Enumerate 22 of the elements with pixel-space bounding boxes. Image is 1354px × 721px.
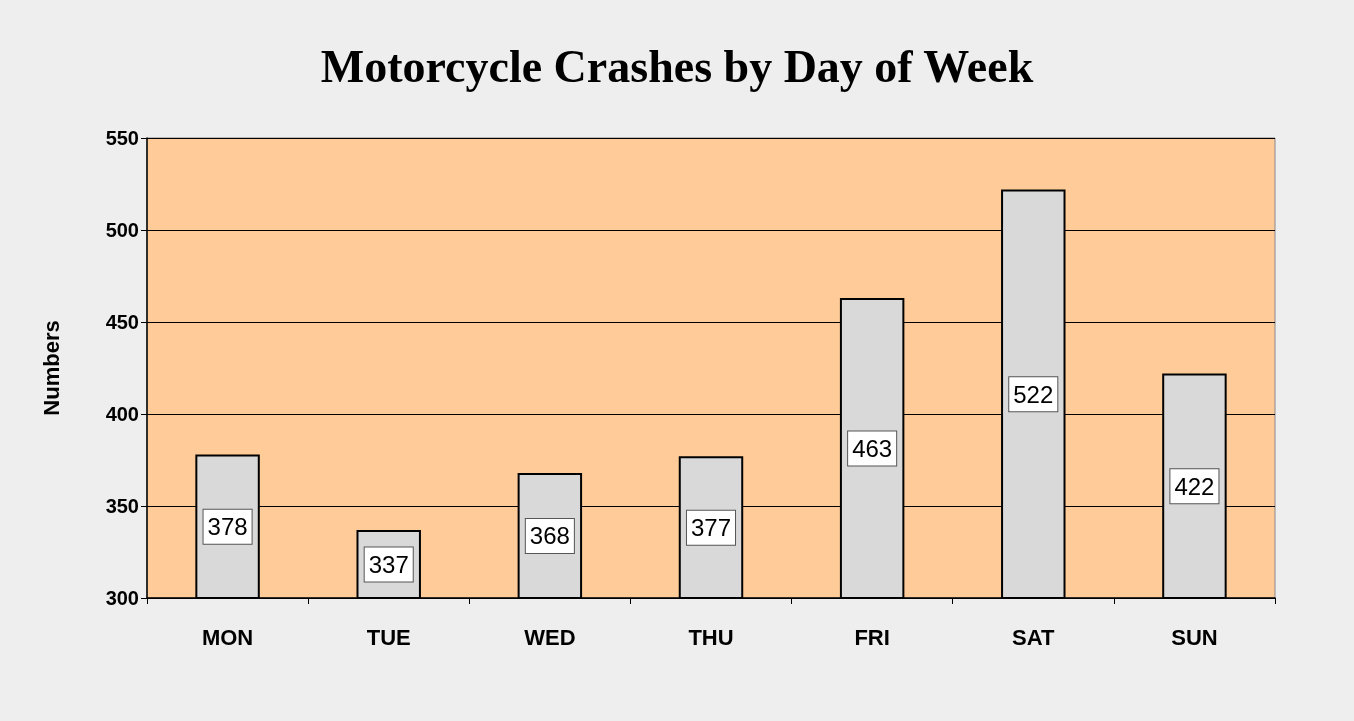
data-label: 463 xyxy=(852,435,893,463)
data-label: 337 xyxy=(368,550,409,578)
y-tick-label: 350 xyxy=(105,495,139,517)
y-tick-label: 450 xyxy=(105,311,139,333)
data-label: 522 xyxy=(1013,380,1054,408)
x-tick-label: THU xyxy=(688,624,734,650)
chart-title: Motorcycle Crashes by Day of Week xyxy=(320,40,1034,92)
x-tick-label: SUN xyxy=(1171,624,1218,650)
data-label: 422 xyxy=(1174,472,1215,500)
y-tick-label: 400 xyxy=(105,403,139,425)
x-tick-label: MON xyxy=(201,624,254,650)
y-tick-label: 300 xyxy=(105,587,139,609)
data-label: 378 xyxy=(207,513,248,541)
y-tick-label: 500 xyxy=(105,219,139,241)
x-tick-label: TUE xyxy=(366,624,411,650)
x-tick-label: WED xyxy=(524,624,576,650)
y-tick-label: 550 xyxy=(105,127,139,149)
x-tick-label: SAT xyxy=(1012,624,1056,650)
data-label: 368 xyxy=(529,522,570,550)
y-axis-title: Numbers xyxy=(38,320,64,416)
x-tick-label: FRI xyxy=(854,624,890,650)
data-label: 377 xyxy=(690,514,732,542)
